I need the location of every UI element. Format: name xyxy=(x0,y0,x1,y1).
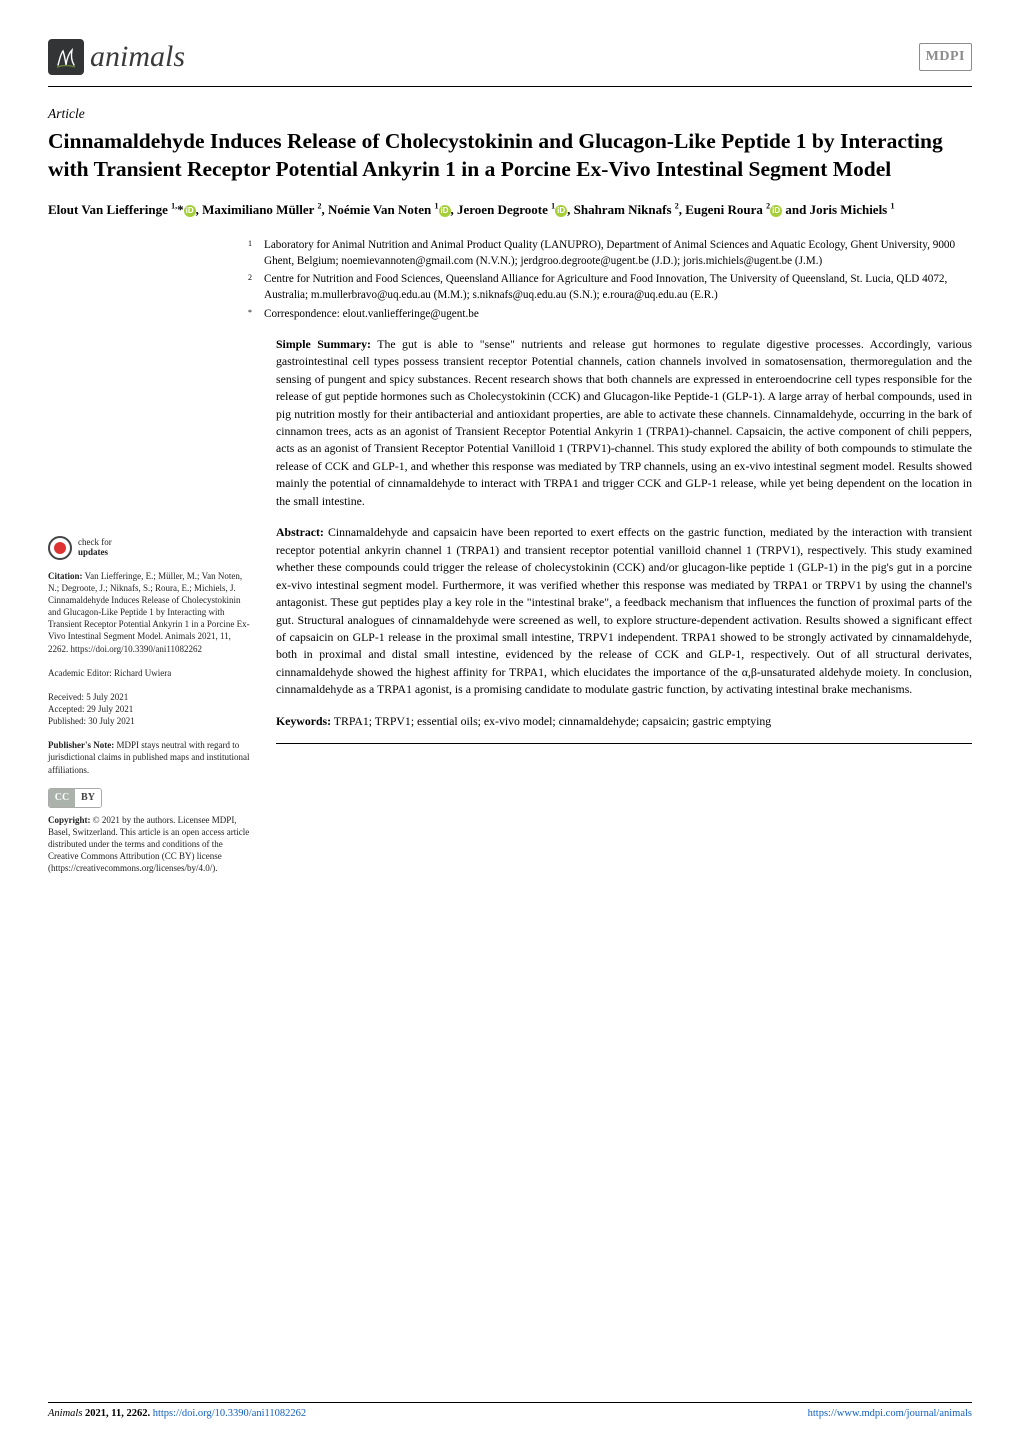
copyright-label: Copyright: xyxy=(48,815,91,825)
editor-name: Richard Uwiera xyxy=(114,668,171,678)
abstract-text: Cinnamaldehyde and capsaicin have been r… xyxy=(276,525,972,696)
received-date: 5 July 2021 xyxy=(86,692,128,702)
abstract-label: Abstract: xyxy=(276,525,324,539)
simple-summary-label: Simple Summary: xyxy=(276,337,371,351)
by-icon: BY xyxy=(75,789,101,807)
keywords-block: Keywords: TRPA1; TRPV1; essential oils; … xyxy=(276,713,972,730)
keywords-rule xyxy=(276,743,972,744)
citation-block: Citation: Van Liefferinge, E.; Müller, M… xyxy=(48,570,252,655)
main-column: Simple Summary: The gut is able to "sens… xyxy=(276,336,972,887)
editor-label: Academic Editor: xyxy=(48,668,112,678)
dates-block: Received: 5 July 2021 Accepted: 29 July … xyxy=(48,691,252,727)
crossmark-icon xyxy=(48,536,72,560)
keywords-label: Keywords: xyxy=(276,714,331,728)
footer-journal-url[interactable]: https://www.mdpi.com/journal/animals xyxy=(808,1407,972,1422)
footer-left: Animals 2021, 11, 2262. https://doi.org/… xyxy=(48,1407,306,1422)
cc-by-badge-icon: CC BY xyxy=(48,788,102,808)
keywords-text: TRPA1; TRPV1; essential oils; ex-vivo mo… xyxy=(334,714,771,728)
cc-icon: CC xyxy=(49,789,75,807)
pubnote-label: Publisher's Note: xyxy=(48,740,114,750)
publisher-logo: MDPI xyxy=(919,43,972,71)
footer-year-vol: 2021, 11, 2262. xyxy=(85,1408,153,1419)
affiliation-item: 1Laboratory for Animal Nutrition and Ani… xyxy=(248,237,972,269)
published-date: 30 July 2021 xyxy=(88,716,135,726)
author-list: Elout Van Liefferinge 1,*iD, Maximiliano… xyxy=(48,200,972,221)
publisher-note-block: Publisher's Note: MDPI stays neutral wit… xyxy=(48,739,252,775)
affiliation-item: *Correspondence: elout.vanliefferinge@ug… xyxy=(248,306,972,322)
journal-logo: animals xyxy=(48,36,185,78)
accepted-date: 29 July 2021 xyxy=(87,704,134,714)
footer-journal: Animals xyxy=(48,1408,82,1419)
published-label: Published: xyxy=(48,716,86,726)
footer-doi-link[interactable]: https://doi.org/10.3390/ani11082262 xyxy=(153,1408,306,1419)
copyright-block: Copyright: © 2021 by the authors. Licens… xyxy=(48,814,252,875)
citation-label: Citation: xyxy=(48,571,83,581)
header-row: animals MDPI xyxy=(48,36,972,78)
abstract-block: Abstract: Cinnamaldehyde and capsaicin h… xyxy=(276,524,972,699)
top-rule xyxy=(48,86,972,87)
simple-summary-block: Simple Summary: The gut is able to "sens… xyxy=(276,336,972,511)
affiliation-list: 1Laboratory for Animal Nutrition and Ani… xyxy=(248,237,972,322)
check-updates-text: check for updates xyxy=(78,538,112,557)
check-for-updates-badge[interactable]: check for updates xyxy=(48,536,252,560)
affiliation-item: 2Centre for Nutrition and Food Sciences,… xyxy=(248,271,972,303)
article-type: Article xyxy=(48,105,972,124)
received-label: Received: xyxy=(48,692,84,702)
journal-icon xyxy=(48,39,84,75)
simple-summary-text: The gut is able to "sense" nutrients and… xyxy=(276,337,972,508)
sidebar: check for updates Citation: Van Liefferi… xyxy=(48,336,252,887)
accepted-label: Accepted: xyxy=(48,704,84,714)
editor-block: Academic Editor: Richard Uwiera xyxy=(48,667,252,679)
journal-name: animals xyxy=(90,36,185,78)
page-footer: Animals 2021, 11, 2262. https://doi.org/… xyxy=(48,1402,972,1422)
citation-text: Van Liefferinge, E.; Müller, M.; Van Not… xyxy=(48,571,250,654)
article-title: Cinnamaldehyde Induces Release of Cholec… xyxy=(48,128,972,184)
